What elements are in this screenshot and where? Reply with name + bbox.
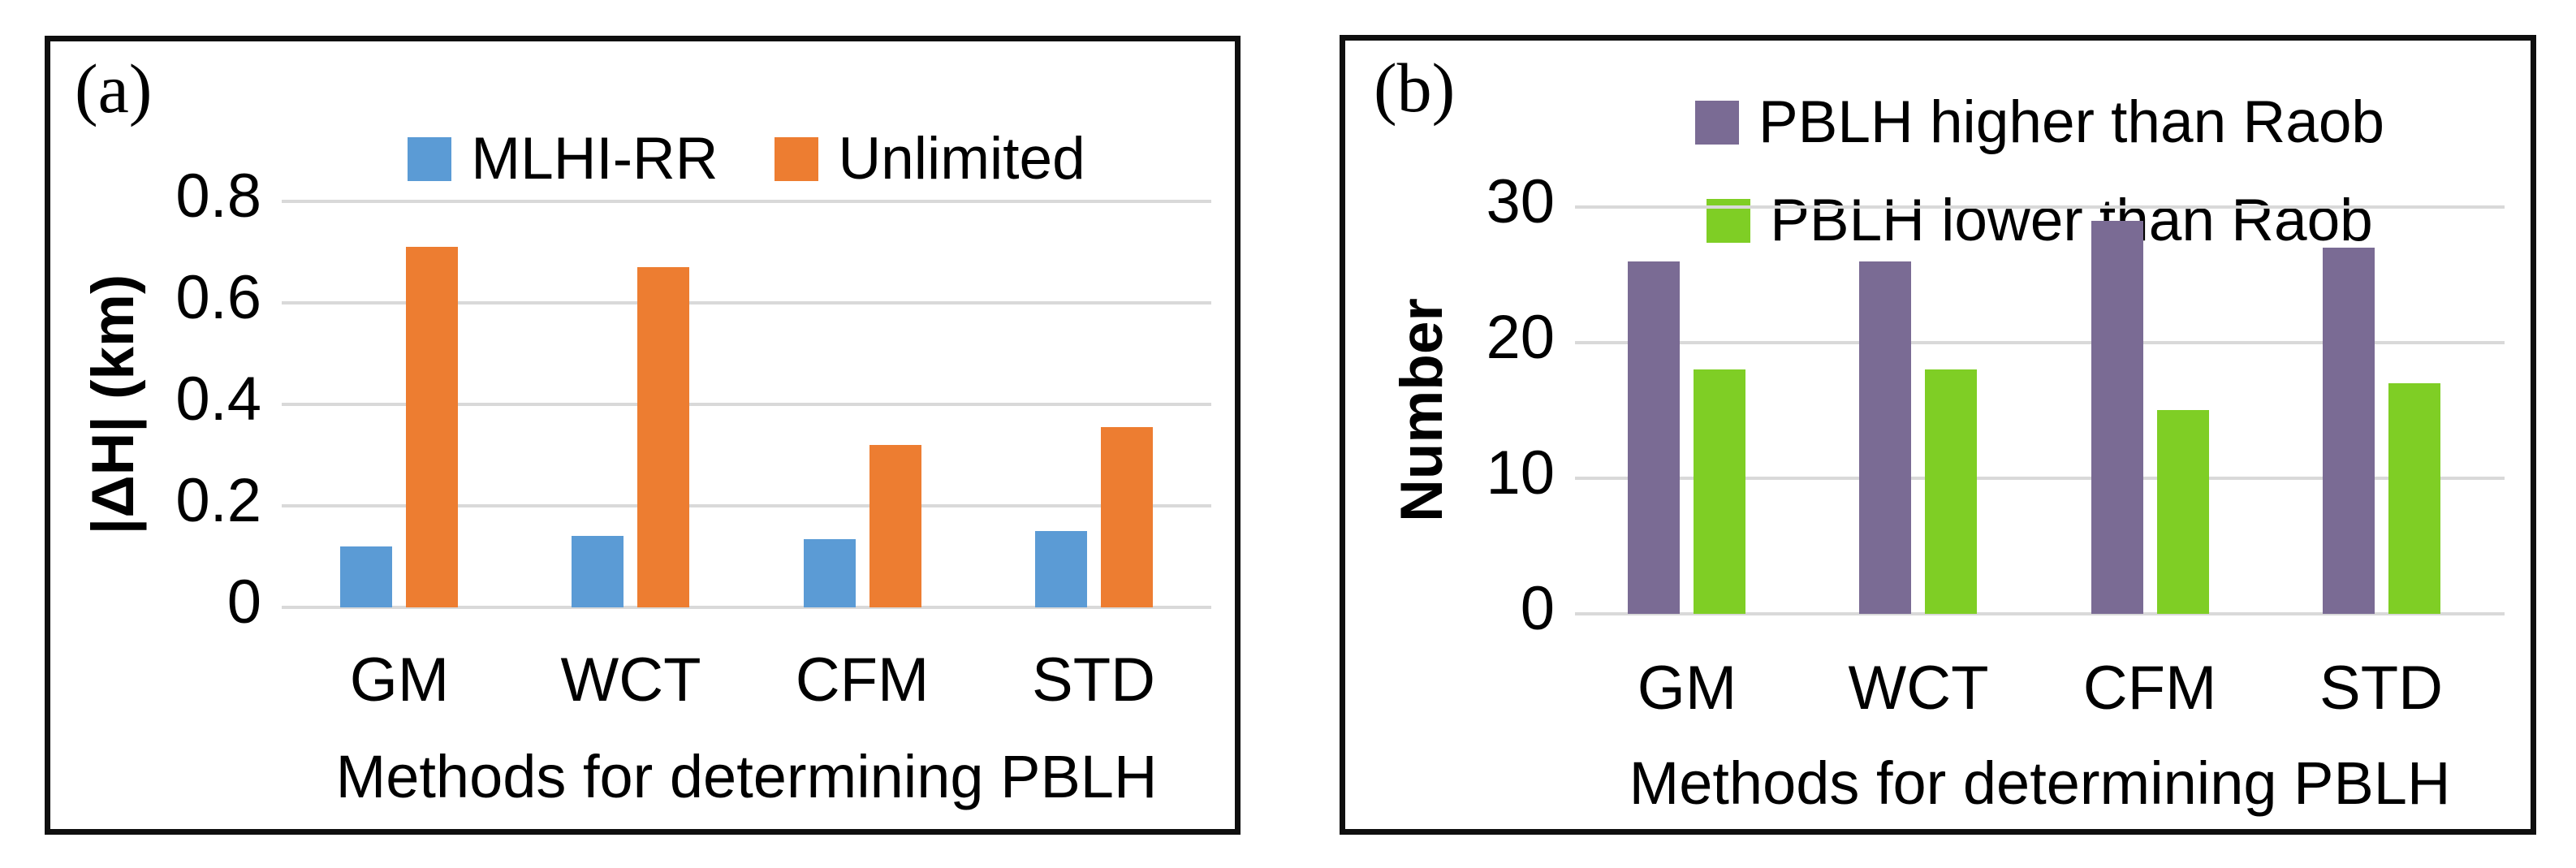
y-axis-tick-label: 30 [1486,167,1555,236]
bar-unlimited-std [1101,427,1153,607]
legend-item: MLHI-RR [408,129,718,188]
bar-pblh-higher-than-raob-cfm [2091,221,2143,614]
y-axis-tick-label: 20 [1486,303,1555,372]
y-axis-tick-label: 10 [1486,438,1555,507]
y-axis-tick-label: 0.2 [175,466,261,535]
legend-item: PBLH higher than Raob [1694,89,2385,155]
gridline [282,504,1211,507]
bar-pblh-higher-than-raob-std [2323,248,2375,614]
legend-row: PBLH higher than Raob [1575,93,2505,152]
legend-row: PBLH lower than Raob [1575,191,2505,250]
y-axis-tick-label: 0 [227,568,261,637]
x-axis-category-label: WCT [1848,654,1989,723]
bar-pblh-lower-than-raob-std [2388,383,2440,614]
bar-mlhi-rr-std [1035,531,1087,607]
legend-item-label: PBLH lower than Raob [1770,188,2373,253]
panel-label-a: (a) [75,50,153,127]
legend-item: PBLH lower than Raob [1707,191,2373,250]
bar-pblh-higher-than-raob-gm [1628,261,1680,614]
legend-row: Unlimited [775,129,1085,188]
x-axis-label: Methods for determining PBLH [335,743,1158,810]
x-axis-category-label: GM [349,646,450,715]
x-axis-category-label: STD [2319,654,2443,723]
bar-pblh-higher-than-raob-wct [1859,261,1911,614]
gridline [1575,341,2505,344]
x-axis-category-label: CFM [795,646,930,715]
panel-label-b: (b) [1374,49,1456,127]
bar-mlhi-rr-wct [572,536,624,607]
y-axis-tick-label: 0.6 [175,263,261,332]
legend: MLHI-RR Unlimited [282,129,1211,188]
legend: PBLH higher than Raob PBLH lower than Rao… [1575,93,2505,250]
gridline [1575,477,2505,480]
legend-item-label: PBLH higher than Raob [1758,89,2385,155]
gridline [1575,205,2505,209]
y-axis-label: |ΔH| (km) [80,274,146,535]
x-axis-category-label: GM [1637,654,1737,723]
bar-pblh-lower-than-raob-gm [1694,369,1745,614]
y-axis-tick-label: 0 [1520,574,1555,643]
bar-pblh-lower-than-raob-cfm [2157,410,2209,614]
legend-item: Unlimited [775,129,1085,188]
y-axis-label: Number [1389,298,1455,522]
legend-swatch-icon [1694,100,1739,145]
bar-mlhi-rr-gm [340,546,392,607]
bar-unlimited-cfm [869,445,921,607]
x-axis-label: Methods for determining PBLH [1629,749,2451,817]
legend-swatch-icon [408,136,452,181]
bar-pblh-lower-than-raob-wct [1925,369,1977,614]
x-axis-category-label: CFM [2082,654,2217,723]
panel-a-delta-h-chart: (a) MLHI-RR Unlimited 0.8 0.6 0.4 0.2 0 |ΔH| (km… [45,36,1241,835]
bar-mlhi-rr-cfm [804,539,856,607]
legend-row: MLHI-RR [408,129,718,188]
legend-item-label: Unlimited [838,126,1085,192]
gridline [282,200,1211,203]
gridline [282,403,1211,406]
x-axis-category-label: STD [1032,646,1155,715]
gridline [282,301,1211,304]
y-axis-tick-label: 0.4 [175,365,261,434]
gridline [282,606,1211,609]
legend-swatch-icon [775,136,819,181]
legend-item-label: MLHI-RR [471,126,718,192]
bar-unlimited-wct [637,267,689,607]
bar-unlimited-gm [406,247,458,607]
panel-b-number-chart: (b) PBLH higher than Raob PBLH lower than … [1340,35,2536,835]
x-axis-category-label: WCT [560,646,701,715]
gridline [1575,612,2505,615]
y-axis-tick-label: 0.8 [175,162,261,231]
